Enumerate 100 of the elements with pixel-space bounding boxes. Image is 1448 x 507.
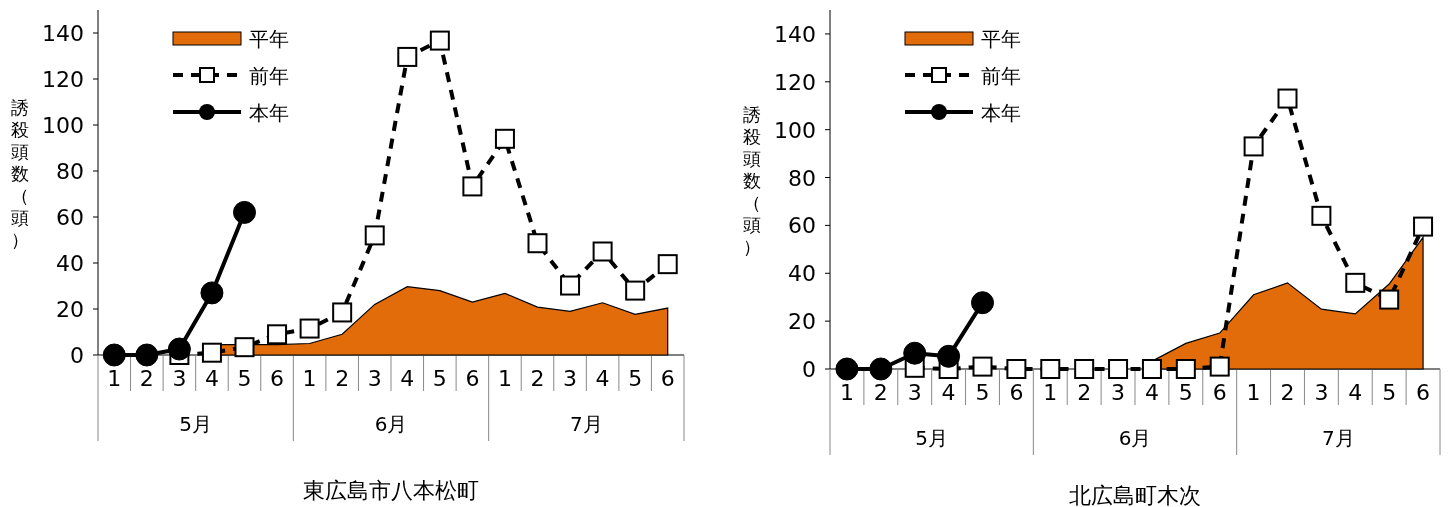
x-tick-label: 4 — [941, 380, 956, 405]
legend-label: 平年 — [981, 27, 1021, 51]
point — [102, 343, 126, 367]
legend-label: 前年 — [981, 64, 1021, 88]
x-tick-label: 4 — [204, 366, 219, 391]
point — [200, 281, 224, 305]
x-tick-label: 6 — [1009, 380, 1024, 405]
x-tick-label: 4 — [400, 366, 415, 391]
point — [835, 357, 859, 381]
point — [625, 280, 646, 301]
point — [903, 341, 927, 365]
x-tick-label: 3 — [1314, 380, 1329, 405]
x-tick-label: 5 — [628, 366, 643, 391]
x-tick-label: 1 — [107, 366, 122, 391]
point — [869, 357, 893, 381]
x-tick-label: 5 — [975, 380, 990, 405]
y-tick-label: 120 — [42, 67, 84, 92]
x-tick-label: 5 — [432, 366, 447, 391]
x-tick-label: 3 — [172, 366, 187, 391]
x-tick-label: 3 — [563, 366, 578, 391]
x-tick-label: 2 — [873, 380, 888, 405]
legend-label: 前年 — [249, 64, 289, 88]
x-tick-label: 2 — [335, 366, 350, 391]
text: 6月 — [374, 412, 408, 436]
legend-label: 本年 — [249, 101, 289, 125]
y-tick-label: 80 — [788, 165, 816, 191]
x-tick-label: 2 — [530, 366, 545, 391]
point — [234, 337, 255, 358]
x-tick-label: 6 — [1416, 380, 1431, 405]
x-tick-label: 6 — [465, 366, 480, 391]
point — [527, 233, 548, 254]
x-tick-label: 2 — [139, 366, 154, 391]
x-tick-label: 4 — [595, 366, 610, 391]
text: 6月 — [1118, 426, 1152, 450]
text: 5月 — [915, 426, 949, 450]
text: 7月 — [569, 412, 603, 436]
point — [1243, 136, 1264, 157]
y-tick-label: 0 — [802, 357, 816, 382]
y-axis-title: 誘殺頭数（頭） — [11, 96, 29, 250]
point — [560, 275, 581, 296]
x-tick-label: 6 — [660, 366, 675, 391]
y-tick-label: 40 — [788, 261, 816, 287]
point — [657, 254, 678, 275]
text: 北広島町木次 — [1069, 483, 1201, 507]
point — [1311, 205, 1332, 226]
x-tick-label: 5 — [1382, 380, 1397, 405]
x-tick-label: 5 — [1178, 380, 1193, 405]
y-tick-label: 100 — [42, 113, 84, 138]
x-tick-label: 3 — [907, 380, 922, 405]
point — [1175, 359, 1196, 379]
y-tick-label: 120 — [774, 69, 816, 95]
x-tick-label: 6 — [1212, 380, 1227, 405]
point — [1379, 289, 1400, 310]
point — [299, 318, 320, 339]
y-tick-label: 20 — [788, 309, 816, 335]
x-tick-label: 5 — [237, 366, 252, 391]
point — [167, 337, 191, 361]
x-tick-label: 1 — [497, 366, 512, 391]
x-tick-label: 2 — [1077, 380, 1092, 405]
y-tick-label: 40 — [56, 251, 84, 276]
legend-label: 本年 — [981, 101, 1021, 125]
x-tick-label: 3 — [367, 366, 382, 391]
y-tick-label: 60 — [788, 213, 816, 239]
y-tick-label: 20 — [56, 297, 84, 322]
y-tick-label: 80 — [56, 159, 84, 184]
text: 5月 — [179, 412, 213, 436]
x-tick-label: 6 — [270, 366, 285, 391]
point — [494, 128, 515, 149]
point — [364, 225, 385, 246]
x-tick-label: 1 — [1043, 380, 1058, 405]
point — [971, 291, 994, 315]
y-tick-label: 60 — [56, 205, 84, 230]
point — [1277, 88, 1298, 109]
point — [972, 356, 993, 377]
point — [1209, 356, 1230, 377]
x-tick-label: 3 — [1111, 380, 1126, 405]
y-axis-title: 誘殺頭数（頭） — [743, 103, 761, 257]
legend-label: 平年 — [249, 27, 289, 51]
point — [937, 344, 961, 368]
x-tick-label: 1 — [839, 380, 854, 405]
x-tick-label: 1 — [1246, 380, 1261, 405]
point — [233, 200, 256, 224]
point — [1345, 272, 1366, 293]
point — [592, 241, 613, 262]
point — [462, 176, 483, 197]
text: 東広島市八本松町 — [303, 478, 479, 503]
point — [201, 342, 222, 363]
y-tick-label: 100 — [774, 117, 816, 143]
y-tick-label: 140 — [774, 21, 816, 47]
x-tick-label: 4 — [1144, 380, 1159, 405]
text: 7月 — [1321, 426, 1355, 450]
point — [332, 302, 353, 323]
y-tick-label: 140 — [42, 21, 84, 46]
x-tick-label: 1 — [302, 366, 317, 391]
point — [1141, 359, 1162, 379]
x-tick-label: 2 — [1280, 380, 1295, 405]
y-tick-label: 0 — [70, 343, 84, 368]
x-tick-label: 4 — [1348, 380, 1363, 405]
point — [397, 46, 418, 67]
point — [429, 30, 450, 51]
